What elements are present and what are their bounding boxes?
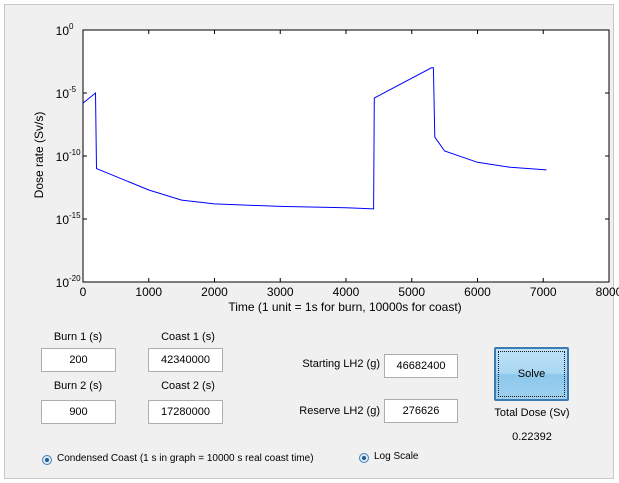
x-tick-label: 0 — [80, 285, 87, 299]
x-tick-label: 3000 — [267, 285, 294, 299]
x-tick-label: 7000 — [530, 285, 557, 299]
dose-rate-chart: 01000200030004000500060007000800010010-5… — [32, 22, 619, 314]
reserve-lh2-label: Reserve LH2 (g) — [299, 405, 380, 417]
chart-series — [82, 67, 547, 210]
y-tick-label: 10 -15 — [56, 211, 81, 227]
coast2-input[interactable] — [148, 400, 223, 424]
y-tick-base: 10 — [56, 87, 70, 101]
y-tick-label: 10 -5 — [56, 85, 77, 101]
burn1-input[interactable] — [41, 348, 116, 372]
condensed-coast-label: Condensed Coast (1 s in graph = 10000 s … — [57, 453, 314, 464]
y-tick-exponent: -20 — [69, 274, 81, 283]
chart-ticks: 01000200030004000500060007000800010010-5… — [56, 22, 619, 299]
x-tick-label: 1000 — [135, 285, 162, 299]
total-dose-value: 0.22392 — [512, 431, 552, 443]
y-tick-exponent: -15 — [69, 211, 81, 220]
y-tick-base: 10 — [56, 213, 70, 227]
coast1-input[interactable] — [148, 348, 223, 372]
radio-selected-dot — [45, 458, 49, 462]
y-tick-label: 10 0 — [56, 22, 74, 38]
dose-rate-line — [82, 67, 547, 210]
starting-lh2-input[interactable] — [384, 354, 458, 378]
log-scale-radio[interactable] — [359, 453, 369, 463]
x-tick-label: 6000 — [464, 285, 491, 299]
plot-area — [82, 29, 610, 283]
y-tick-label: 10 -20 — [56, 274, 81, 290]
total-dose-label: Total Dose (Sv) — [494, 407, 570, 419]
y-axis-label: Dose rate (Sv/s) — [32, 112, 46, 199]
y-tick-base: 10 — [56, 150, 70, 164]
chart-axes — [82, 29, 610, 283]
x-axis-label: Time (1 unit = 1s for burn, 10000s for c… — [228, 300, 461, 314]
y-tick-base: 10 — [56, 24, 70, 38]
x-tick-label: 2000 — [201, 285, 228, 299]
x-tick-label: 8000 — [596, 285, 619, 299]
solve-button[interactable]: Solve — [494, 347, 569, 401]
coast1-label: Coast 1 (s) — [161, 331, 215, 343]
coast2-label: Coast 2 (s) — [161, 380, 215, 392]
x-tick-label: 5000 — [398, 285, 425, 299]
burn2-label: Burn 2 (s) — [53, 380, 103, 392]
reserve-lh2-input[interactable] — [384, 399, 458, 423]
y-tick-exponent: -5 — [69, 85, 77, 94]
burn2-input[interactable] — [41, 400, 116, 424]
log-scale-label: Log Scale — [374, 451, 419, 462]
y-tick-label: 10 -10 — [56, 148, 81, 164]
y-tick-exponent: 0 — [69, 22, 74, 31]
burn1-label: Burn 1 (s) — [53, 331, 103, 343]
radio-selected-dot — [362, 456, 366, 460]
y-tick-base: 10 — [56, 276, 70, 290]
condensed-coast-radio[interactable] — [42, 455, 52, 465]
y-tick-exponent: -10 — [69, 148, 81, 157]
x-tick-label: 4000 — [333, 285, 360, 299]
starting-lh2-label: Starting LH2 (g) — [302, 358, 380, 370]
